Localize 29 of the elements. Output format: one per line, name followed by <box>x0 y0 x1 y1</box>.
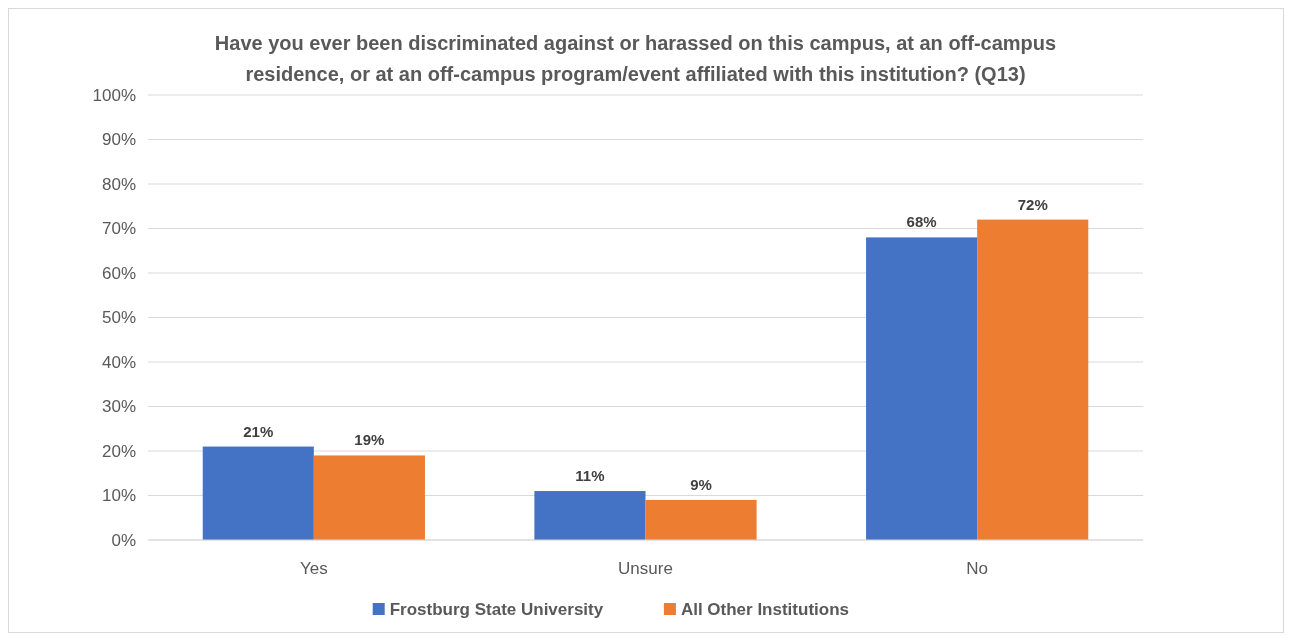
bar <box>534 491 646 540</box>
y-tick-label: 30% <box>101 397 136 417</box>
data-label: 21% <box>243 422 274 440</box>
y-tick-label: 20% <box>101 441 136 461</box>
bar <box>645 499 757 540</box>
legend-label: All Other Institutions <box>680 600 850 619</box>
bar <box>202 446 314 540</box>
data-label: 11% <box>575 467 605 485</box>
bar <box>313 455 425 540</box>
x-tick-label: Yes <box>299 559 328 578</box>
data-label: 68% <box>906 213 937 231</box>
y-tick-label: 50% <box>101 308 136 328</box>
y-tick-label: 10% <box>101 486 136 506</box>
y-tick-label: 70% <box>101 219 136 239</box>
y-tick-label: 60% <box>101 263 136 283</box>
bar <box>866 237 978 540</box>
y-tick-label: 100% <box>92 85 136 105</box>
data-label: 9% <box>690 475 712 493</box>
x-tick-label: Unsure <box>618 559 673 578</box>
bar <box>977 219 1089 540</box>
data-label: 72% <box>1017 195 1048 213</box>
chart-title: Have you ever been discriminated against or harassed on this campus, at an off-campus residence, or at an off-campus program/event affiliated with this institution? (Q13) <box>214 32 1057 85</box>
data-label: 19% <box>354 431 385 449</box>
y-tick-label: 0% <box>111 530 136 550</box>
legend-label: Frostburg State University <box>389 600 604 619</box>
y-tick-label: 90% <box>101 130 136 150</box>
x-tick-label: No <box>966 559 989 578</box>
y-tick-label: 40% <box>101 352 136 372</box>
y-tick-label: 80% <box>101 174 136 194</box>
